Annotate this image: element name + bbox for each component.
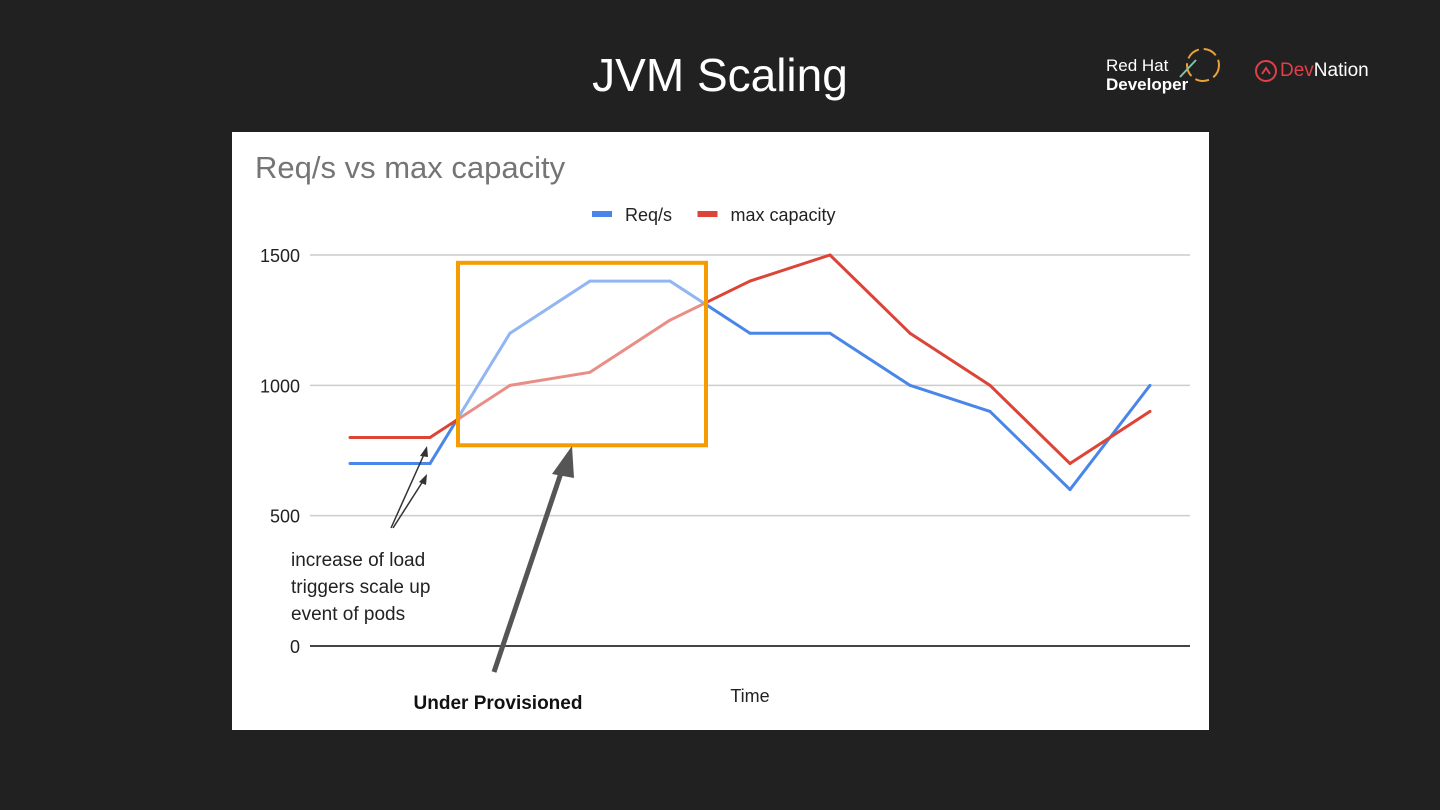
note-line: increase of load: [291, 550, 425, 571]
data-point: [988, 409, 992, 413]
data-point: [1068, 488, 1072, 492]
data-point: [748, 331, 752, 335]
data-point: [908, 331, 912, 335]
note-line: event of pods: [291, 604, 405, 625]
data-point: [428, 435, 432, 439]
under-provisioned-label: Under Provisioned: [414, 693, 583, 714]
arrow-head-icon: [419, 474, 427, 485]
y-tick-label: 0: [290, 637, 300, 657]
data-point: [1148, 409, 1152, 413]
data-point: [1148, 383, 1152, 387]
data-point: [348, 435, 352, 439]
highlight-fade: [458, 262, 706, 446]
data-point: [668, 279, 672, 283]
chart-title: Req/s vs max capacity: [255, 150, 566, 185]
data-point: [828, 253, 832, 257]
data-point: [1068, 462, 1072, 466]
data-point: [748, 279, 752, 283]
data-point: [508, 331, 512, 335]
x-axis-label: Time: [730, 686, 769, 706]
data-point: [588, 279, 592, 283]
under-provisioned-box: [456, 260, 708, 448]
slide-title: JVM Scaling: [592, 49, 848, 101]
y-tick-label: 1000: [260, 376, 300, 396]
data-point: [988, 383, 992, 387]
data-point: [508, 383, 512, 387]
legend-label: max capacity: [731, 205, 836, 225]
data-point: [588, 370, 592, 374]
y-tick-label: 500: [270, 507, 300, 527]
note-line: triggers scale up: [291, 577, 430, 598]
legend-swatch: [592, 211, 612, 217]
legend-label: Req/s: [625, 205, 672, 225]
legend-swatch: [697, 211, 718, 217]
y-tick-label: 1500: [260, 246, 300, 266]
red-hat-developer-logo: Red Hat Developer: [1106, 56, 1189, 94]
chart-card: [232, 132, 1209, 730]
arrow-head-icon: [420, 446, 428, 457]
data-point: [828, 331, 832, 335]
note-arrow: [390, 449, 427, 529]
data-point: [428, 462, 432, 466]
arrow-head-icon: [552, 446, 574, 478]
arrow-line: [491, 469, 565, 673]
note-arrow: [392, 477, 426, 529]
devnation-logo: DevNation: [1280, 60, 1369, 81]
data-point: [908, 383, 912, 387]
data-point: [348, 462, 352, 466]
data-point: [668, 318, 672, 322]
